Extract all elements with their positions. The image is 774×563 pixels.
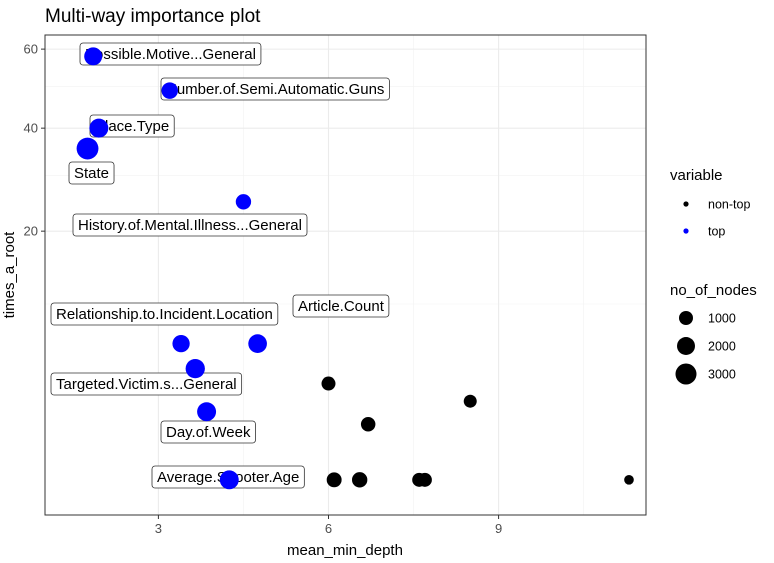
- legend-size-label: 3000: [708, 368, 736, 382]
- x-axis-title: mean_min_depth: [287, 542, 403, 559]
- point-non-top: [463, 394, 477, 408]
- legend-size-key: [679, 311, 693, 325]
- point-label: Day.of.Week: [160, 420, 256, 444]
- x-tick-label: 6: [325, 521, 332, 536]
- legend-size-key: [675, 363, 697, 385]
- point-label: Place.Type: [89, 114, 175, 138]
- point-label: Number.of.Semi.Automatic.Guns: [160, 77, 390, 101]
- point-label-box: [160, 77, 390, 101]
- legend-color-entries: non-top top: [683, 198, 750, 239]
- panel-border: [44, 34, 647, 516]
- point-label-box: [50, 302, 279, 326]
- point-label-text: Relationship.to.Incident.Location: [56, 306, 273, 323]
- point-non-top: [360, 416, 376, 432]
- point-label-box: [50, 372, 243, 396]
- legend-size-label: 2000: [708, 340, 736, 354]
- legend-size-label: 1000: [708, 312, 736, 326]
- point-top: [197, 402, 217, 422]
- data-points: [76, 47, 634, 490]
- point-label: Possible.Motive...General: [79, 42, 262, 66]
- x-axis: 3 6 9: [155, 515, 502, 536]
- y-tick-label: 60: [24, 42, 38, 57]
- point-label-text: State: [74, 165, 109, 182]
- y-axis-title: times_a_root: [1, 231, 18, 319]
- point-label: Article.Count: [292, 294, 390, 318]
- point-top: [172, 334, 190, 353]
- legend-size-key: [677, 337, 695, 355]
- x-tick-label: 3: [155, 521, 162, 536]
- point-labels: Possible.Motive...General Number.of.Semi.…: [50, 42, 390, 489]
- legend-size-entries: 1000 2000 3000: [675, 311, 736, 385]
- point-top: [185, 358, 205, 379]
- y-axis: 20 40 60: [24, 42, 45, 239]
- point-label-text: Article.Count: [298, 298, 385, 315]
- legend-color-key: [683, 201, 689, 207]
- point-non-top: [417, 472, 432, 487]
- plot-title: Multi-way importance plot: [45, 6, 261, 27]
- point-top: [219, 470, 239, 490]
- point-top: [235, 194, 252, 210]
- legend-color-label: non-top: [708, 198, 750, 212]
- point-non-top: [326, 472, 342, 488]
- legend-size-title: no_of_nodes: [670, 282, 757, 299]
- point-non-top: [321, 376, 336, 391]
- point-label: History.of.Mental.Illness...General: [72, 213, 308, 237]
- x-tick-label: 9: [495, 521, 502, 536]
- point-top: [248, 334, 267, 353]
- point-non-top: [352, 472, 368, 488]
- point-label-text: Possible.Motive...General: [85, 46, 256, 63]
- point-label-text: Day.of.Week: [166, 424, 251, 441]
- point-label-box: [72, 213, 308, 237]
- legend-color-label: top: [708, 225, 725, 239]
- point-label-text: History.of.Mental.Illness...General: [78, 217, 302, 234]
- panel-border-top: [44, 34, 647, 516]
- y-tick-label: 20: [24, 224, 38, 239]
- point-top: [76, 137, 99, 160]
- legend-color-title: variable: [670, 167, 723, 184]
- legend: variable non-top top no_of_nodes 1000 2000…: [670, 167, 757, 385]
- plot-panel: Possible.Motive...General Number.of.Semi.…: [44, 34, 647, 516]
- legend-color-key: [683, 228, 689, 234]
- y-tick-label: 40: [24, 121, 38, 136]
- point-label: Relationship.to.Incident.Location: [50, 302, 279, 326]
- point-label: Targeted.Victim.s...General: [50, 372, 243, 396]
- point-top: [89, 118, 109, 138]
- point-top: [161, 82, 179, 99]
- point-top: [84, 47, 103, 66]
- point-label-box: [79, 42, 262, 66]
- point-label-box: [68, 161, 115, 185]
- point-label-box: [292, 294, 390, 318]
- point-label: State: [68, 161, 115, 185]
- point-non-top: [624, 475, 634, 485]
- point-label-text: Number.of.Semi.Automatic.Guns: [166, 81, 384, 98]
- point-label-text: Place.Type: [95, 118, 169, 135]
- point-label-text: Targeted.Victim.s...General: [56, 376, 237, 393]
